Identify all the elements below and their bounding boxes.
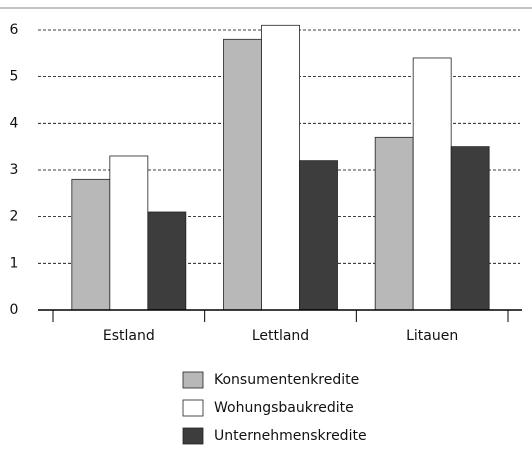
- y-tick-label: 5: [10, 69, 19, 85]
- bar: [147, 211, 187, 311]
- y-tick-label: 3: [10, 162, 19, 178]
- bar: [412, 57, 452, 311]
- bar: [261, 24, 300, 311]
- legend-label: Konsumentenkredite: [214, 372, 359, 388]
- bar: [374, 136, 414, 311]
- bar: [450, 146, 490, 311]
- y-tick-label: 2: [10, 209, 19, 225]
- bar: [71, 178, 111, 311]
- legend-swatch: [182, 371, 204, 389]
- y-tick-label: 6: [10, 22, 19, 38]
- legend-swatch: [182, 427, 204, 445]
- y-tick-label: 4: [10, 115, 19, 131]
- bar: [109, 155, 149, 311]
- bar: [299, 160, 338, 311]
- legend-label: Unternehmenskredite: [214, 428, 367, 444]
- x-tick-label: Lettland: [252, 328, 309, 344]
- x-tick-label: Estland: [103, 328, 155, 344]
- legend-label: Wohungsbaukredite: [214, 400, 354, 416]
- legend-swatch: [182, 399, 204, 417]
- bar: [223, 38, 262, 311]
- y-tick-label: 0: [10, 302, 19, 318]
- y-tick-label: 1: [10, 255, 19, 271]
- x-tick-label: Litauen: [406, 328, 458, 344]
